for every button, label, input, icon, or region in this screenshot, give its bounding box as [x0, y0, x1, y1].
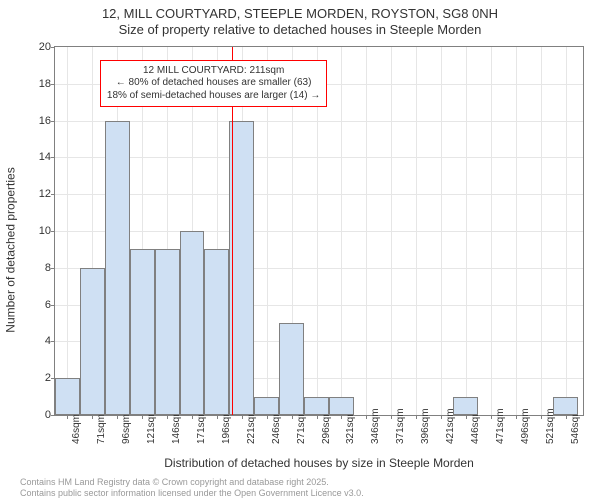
ytick-mark: [51, 121, 55, 122]
annotation-line2: ← 80% of detached houses are smaller (63…: [107, 77, 320, 90]
gridline-vertical: [566, 47, 567, 415]
histogram-bar: [155, 249, 180, 415]
xtick-mark: [142, 415, 143, 419]
gridline-vertical: [341, 47, 342, 415]
ytick-mark: [51, 231, 55, 232]
ytick-label: 2: [25, 372, 51, 384]
histogram-bar: [254, 397, 279, 415]
gridline-vertical: [67, 47, 68, 415]
xtick-mark: [466, 415, 467, 419]
xtick-mark: [441, 415, 442, 419]
y-axis-label: Number of detached properties: [2, 0, 20, 500]
chart-title-line2: Size of property relative to detached ho…: [0, 22, 600, 38]
histogram-bar: [329, 397, 354, 415]
xtick-label: 371sqm: [395, 404, 406, 444]
histogram-bar: [453, 397, 478, 415]
ytick-mark: [51, 268, 55, 269]
xtick-mark: [366, 415, 367, 419]
xtick-label: 471sqm: [495, 404, 506, 444]
histogram-bar: [180, 231, 205, 415]
ytick-label: 14: [25, 151, 51, 163]
ytick-label: 16: [25, 115, 51, 127]
histogram-bar: [304, 397, 329, 415]
xtick-mark: [192, 415, 193, 419]
gridline-vertical: [391, 47, 392, 415]
ytick-mark: [51, 305, 55, 306]
ytick-label: 4: [25, 335, 51, 347]
ytick-label: 12: [25, 188, 51, 200]
ytick-label: 10: [25, 225, 51, 237]
xtick-mark: [117, 415, 118, 419]
chart-title-line1: 12, MILL COURTYARD, STEEPLE MORDEN, ROYS…: [0, 6, 600, 22]
xtick-mark: [416, 415, 417, 419]
xtick-mark: [566, 415, 567, 419]
xtick-mark: [217, 415, 218, 419]
xtick-mark: [92, 415, 93, 419]
xtick-mark: [391, 415, 392, 419]
gridline-vertical: [366, 47, 367, 415]
annotation-box: 12 MILL COURTYARD: 211sqm← 80% of detach…: [100, 60, 327, 108]
xtick-mark: [516, 415, 517, 419]
xtick-mark: [341, 415, 342, 419]
gridline-horizontal: [55, 121, 583, 122]
gridline-horizontal: [55, 231, 583, 232]
ytick-mark: [51, 194, 55, 195]
gridline-vertical: [416, 47, 417, 415]
ytick-label: 6: [25, 299, 51, 311]
attribution-footer: Contains HM Land Registry data © Crown c…: [20, 477, 364, 498]
ytick-label: 18: [25, 78, 51, 90]
ytick-mark: [51, 415, 55, 416]
xtick-mark: [541, 415, 542, 419]
xtick-mark: [317, 415, 318, 419]
annotation-line3: 18% of semi-detached houses are larger (…: [107, 90, 320, 103]
gridline-horizontal: [55, 157, 583, 158]
xtick-mark: [491, 415, 492, 419]
xtick-mark: [242, 415, 243, 419]
ytick-mark: [51, 47, 55, 48]
xtick-mark: [292, 415, 293, 419]
y-axis-label-text: Number of detached properties: [4, 167, 18, 332]
gridline-vertical: [441, 47, 442, 415]
gridline-vertical: [491, 47, 492, 415]
xtick-label: 396sqm: [420, 404, 431, 444]
ytick-mark: [51, 157, 55, 158]
ytick-label: 20: [25, 41, 51, 53]
x-axis-label: Distribution of detached houses by size …: [54, 456, 584, 470]
footer-line1: Contains HM Land Registry data © Crown c…: [20, 477, 364, 487]
xtick-mark: [167, 415, 168, 419]
plot-area: 0246810121416182046sqm71sqm96sqm121sqm14…: [54, 46, 584, 416]
histogram-bar: [130, 249, 155, 415]
ytick-mark: [51, 84, 55, 85]
chart-title-block: 12, MILL COURTYARD, STEEPLE MORDEN, ROYS…: [0, 0, 600, 39]
footer-line2: Contains public sector information licen…: [20, 488, 364, 498]
gridline-vertical: [466, 47, 467, 415]
chart-container: 12, MILL COURTYARD, STEEPLE MORDEN, ROYS…: [0, 0, 600, 500]
histogram-bar: [204, 249, 229, 415]
histogram-bar: [279, 323, 304, 415]
xtick-mark: [67, 415, 68, 419]
histogram-bar: [553, 397, 578, 415]
histogram-bar: [80, 268, 105, 415]
histogram-bar: [229, 121, 254, 415]
xtick-label: 496sqm: [520, 404, 531, 444]
annotation-line1: 12 MILL COURTYARD: 211sqm: [107, 65, 320, 78]
gridline-vertical: [541, 47, 542, 415]
histogram-bar: [105, 121, 130, 415]
ytick-label: 0: [25, 409, 51, 421]
ytick-label: 8: [25, 262, 51, 274]
xtick-label: 346sqm: [370, 404, 381, 444]
gridline-horizontal: [55, 194, 583, 195]
histogram-bar: [55, 378, 80, 415]
ytick-mark: [51, 341, 55, 342]
xtick-mark: [267, 415, 268, 419]
gridline-vertical: [516, 47, 517, 415]
